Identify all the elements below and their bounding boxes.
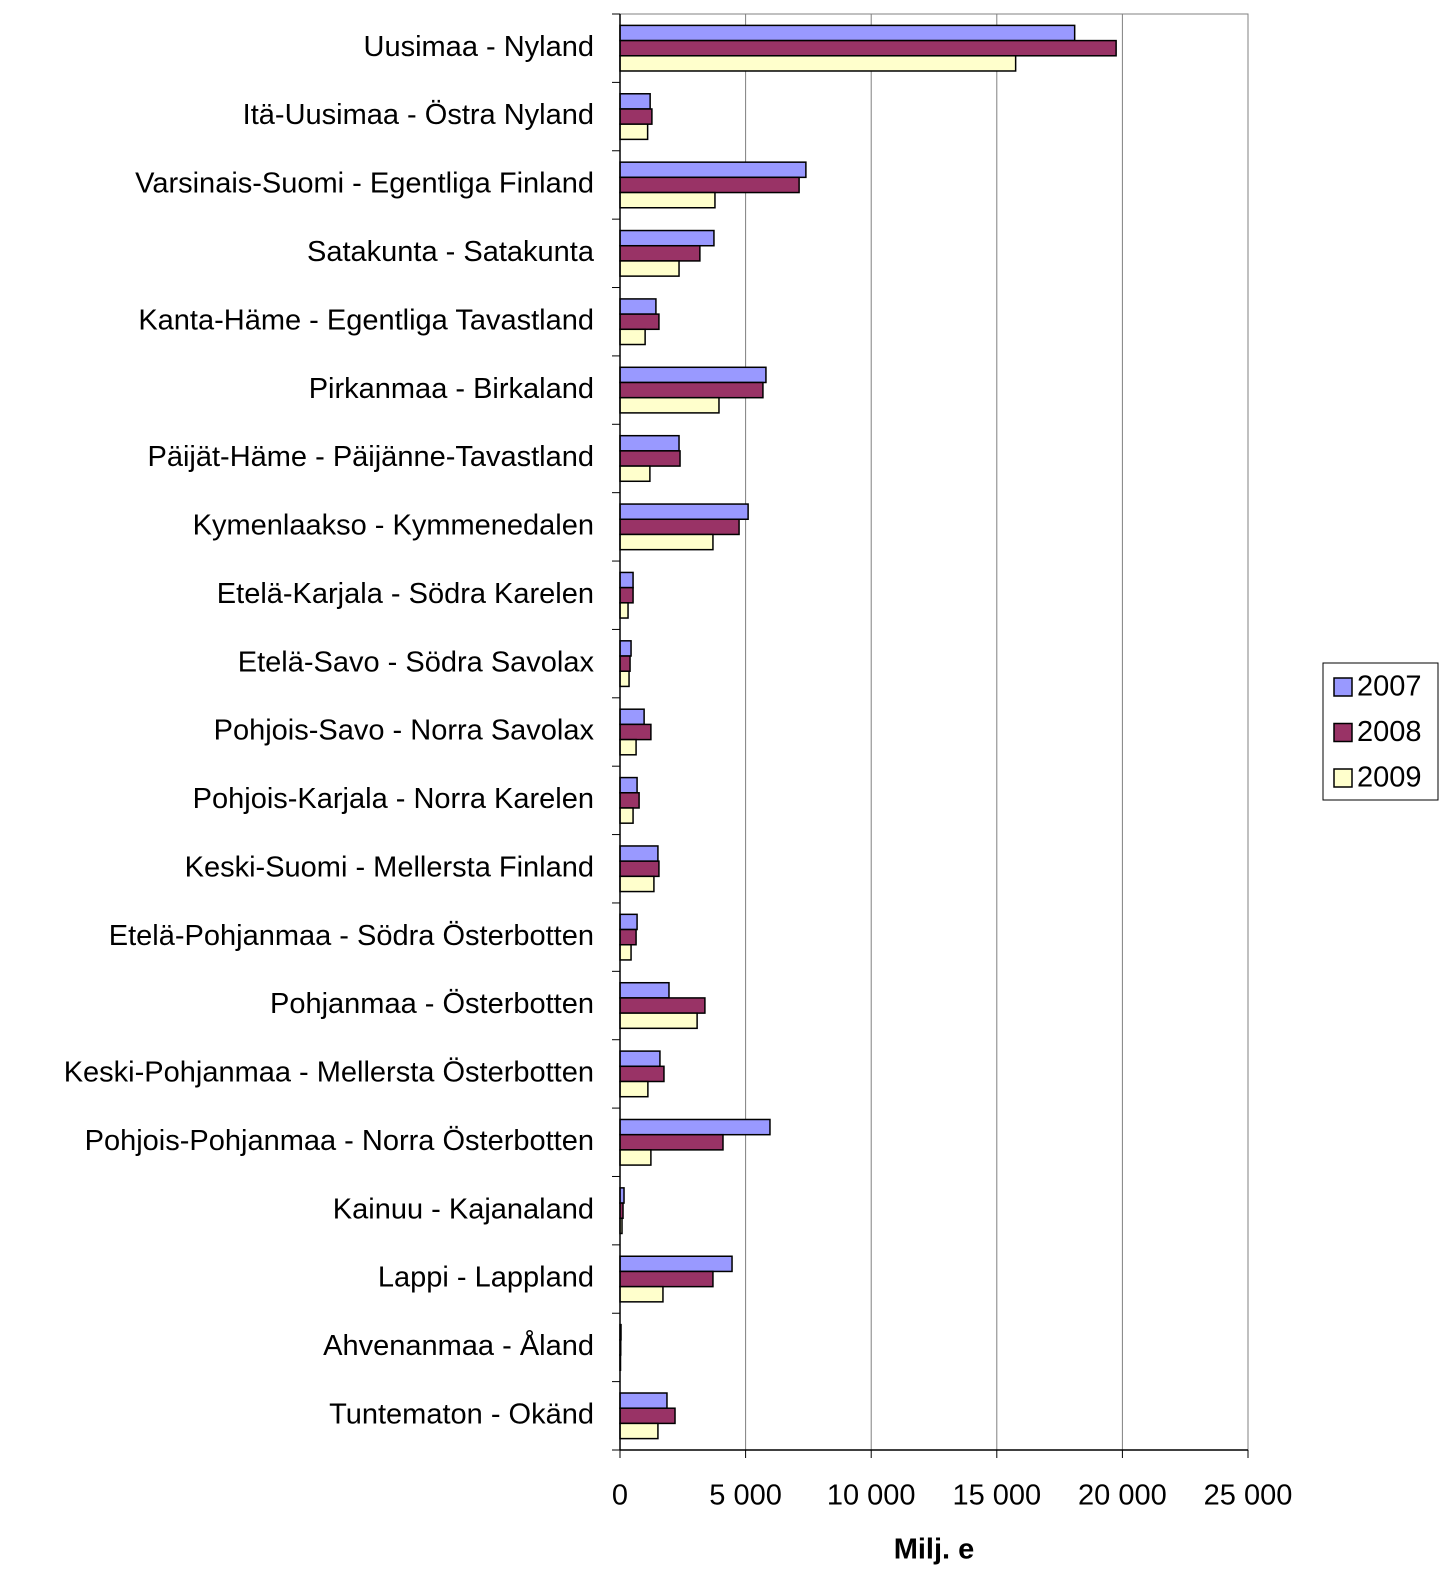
bar xyxy=(619,381,764,399)
bar xyxy=(619,123,649,141)
bar xyxy=(619,450,681,467)
bar xyxy=(619,161,807,179)
bar xyxy=(619,503,749,521)
bar xyxy=(619,1080,649,1098)
bar xyxy=(619,738,637,756)
bar xyxy=(619,913,638,931)
bar xyxy=(619,571,634,589)
y-tick-label: Varsinais-Suomi - Egentliga Finland xyxy=(135,168,594,200)
bar xyxy=(619,1149,652,1166)
bar xyxy=(619,366,767,384)
bar xyxy=(619,108,653,125)
bar xyxy=(619,586,634,604)
x-tick-label: 15 000 xyxy=(952,1480,1041,1512)
x-tick-label: 5 000 xyxy=(709,1480,782,1512)
x-tick-label: 0 xyxy=(612,1480,628,1512)
y-tick-label: Uusimaa - Nyland xyxy=(364,31,594,63)
bar xyxy=(619,981,670,999)
x-tick-label: 20 000 xyxy=(1078,1480,1167,1512)
y-tick-label: Ahvenanmaa - Åland xyxy=(323,1329,594,1362)
legend-label: 2009 xyxy=(1357,762,1422,794)
bar xyxy=(619,260,680,277)
y-tick-label: Pohjois-Pohjanmaa - Norra Österbotten xyxy=(85,1125,594,1157)
bar xyxy=(619,176,800,194)
legend-swatch xyxy=(1333,768,1353,788)
y-tick-label: Pohjois-Savo - Norra Savolax xyxy=(214,715,595,747)
bar xyxy=(619,328,646,346)
y-tick-label: Etelä-Pohjanmaa - Södra Österbotten xyxy=(109,920,594,952)
y-tick-label: Lappi - Lappland xyxy=(378,1262,594,1294)
x-tick-label: 10 000 xyxy=(827,1480,916,1512)
bar xyxy=(619,1407,676,1425)
bar xyxy=(619,845,659,862)
y-tick-label: Keski-Pohjanmaa - Mellersta Österbotten xyxy=(64,1057,594,1089)
legend-swatch xyxy=(1333,722,1353,743)
bar xyxy=(619,723,652,741)
plot-area xyxy=(619,13,1249,1451)
y-tick-label: Kymenlaakso - Kymmenedalen xyxy=(193,510,594,542)
bar xyxy=(619,55,1017,72)
y-tick-label: Keski-Suomi - Mellersta Finland xyxy=(185,851,594,883)
bar xyxy=(619,1392,668,1409)
bar xyxy=(619,244,701,262)
y-tick-label: Päijät-Häme - Päijänne-Tavastland xyxy=(148,441,595,473)
bar xyxy=(619,807,634,824)
bar xyxy=(619,1270,714,1288)
y-tick-label: Tuntematon - Okänd xyxy=(329,1398,594,1430)
bar xyxy=(619,1065,665,1083)
bar xyxy=(619,792,640,809)
bar xyxy=(619,396,720,414)
legend-label: 2008 xyxy=(1357,716,1422,748)
bar xyxy=(619,655,631,672)
y-tick-label: Pohjanmaa - Österbotten xyxy=(270,988,594,1020)
bar xyxy=(619,313,660,331)
legend-swatch xyxy=(1333,677,1353,697)
bar xyxy=(619,640,632,657)
y-tick-label: Kainuu - Kajanaland xyxy=(333,1193,594,1225)
bar xyxy=(619,533,714,551)
bar xyxy=(619,1118,771,1136)
bar xyxy=(619,602,629,619)
bar xyxy=(619,997,706,1014)
x-axis-title: Milj. e xyxy=(894,1534,975,1566)
y-tick-label: Pirkanmaa - Birkaland xyxy=(309,373,594,405)
bar xyxy=(619,875,655,893)
bar xyxy=(619,776,638,794)
bar xyxy=(619,928,637,946)
bar xyxy=(619,1422,659,1440)
bar xyxy=(619,191,716,209)
bar xyxy=(619,1050,661,1068)
y-tick-label: Pohjois-Karjala - Norra Karelen xyxy=(193,783,594,815)
bar xyxy=(619,518,740,536)
bar xyxy=(619,93,651,110)
bar xyxy=(619,943,632,961)
bar xyxy=(619,860,660,878)
bar xyxy=(619,465,651,483)
bar xyxy=(619,229,715,247)
bar xyxy=(619,1255,733,1273)
bar xyxy=(619,670,630,688)
bar xyxy=(619,1012,698,1030)
bar xyxy=(619,39,1117,57)
y-tick-label: Etelä-Savo - Södra Savolax xyxy=(238,646,595,678)
bar xyxy=(619,1285,664,1303)
y-tick-label: Etelä-Karjala - Södra Karelen xyxy=(217,578,594,610)
y-tick-label: Satakunta - Satakunta xyxy=(307,236,595,268)
y-tick-label: Kanta-Häme - Egentliga Tavastland xyxy=(138,304,594,336)
y-tick-label: Itä-Uusimaa - Östra Nyland xyxy=(243,99,594,131)
x-tick-label: 25 000 xyxy=(1204,1480,1293,1512)
bar xyxy=(619,298,657,315)
bar xyxy=(619,708,645,726)
bar xyxy=(619,434,680,452)
legend-label: 2007 xyxy=(1357,671,1422,703)
bar xyxy=(619,24,1076,42)
bar xyxy=(619,1133,724,1151)
